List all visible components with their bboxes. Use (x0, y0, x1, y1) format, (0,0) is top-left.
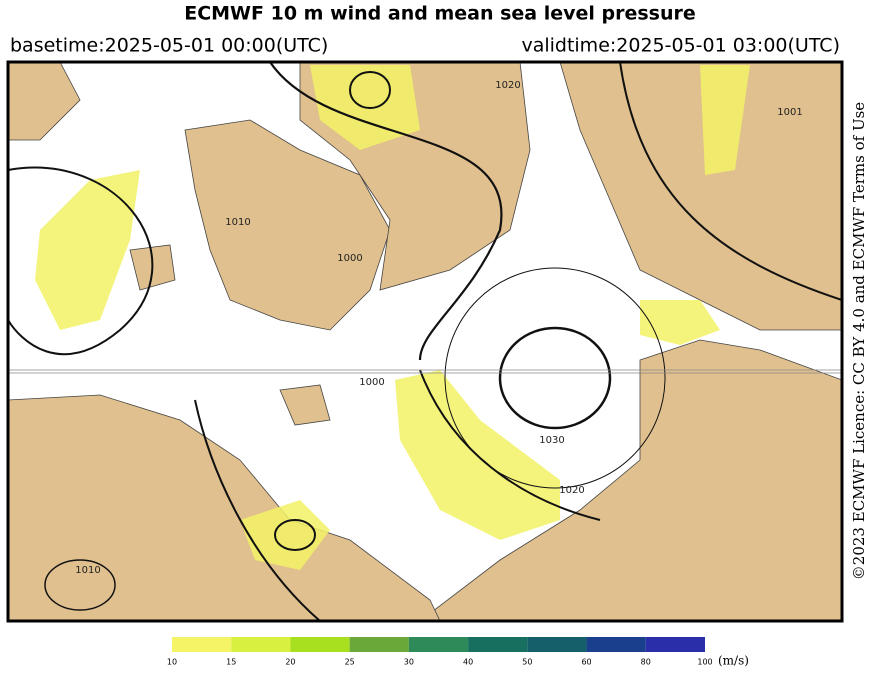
colorbar-unit: (m/s) (718, 654, 749, 668)
isobar-label: 1010 (225, 217, 250, 228)
colorbar-tick-label: 60 (581, 658, 591, 667)
validtime: validtime:2025-05-01 03:00(UTC) (521, 35, 840, 57)
isobar-label: 1001 (777, 107, 802, 118)
colorbar-segment (290, 637, 350, 652)
colorbar-tick-label: 100 (697, 658, 712, 667)
colorbar-segment (645, 637, 705, 652)
colorbar-tick-label: 80 (641, 658, 651, 667)
isobar-label: 1010 (75, 565, 100, 576)
colorbar-segment (172, 637, 232, 652)
basetime: basetime:2025-05-01 00:00(UTC) (10, 35, 328, 57)
colorbar-tick-label: 20 (285, 658, 295, 667)
colorbar-tick-label: 25 (345, 658, 355, 667)
graticule (8, 369, 842, 374)
wind-zones (35, 65, 750, 570)
colorbar-tick-label: 15 (226, 658, 236, 667)
isobar-label: 1030 (539, 435, 564, 446)
colorbar-tick-label: 50 (522, 658, 532, 667)
colorbar-segment (468, 637, 528, 652)
map: 1001 1010 1000 1020 1000 1030 1020 1010 (6, 60, 844, 623)
isobars (8, 62, 842, 621)
isobar-label: 1000 (337, 253, 362, 264)
colorbar-segment (586, 637, 646, 652)
title: ECMWF 10 m wind and mean sea level press… (184, 3, 696, 25)
colorbar: 10 15 20 25 30 40 50 60 80 100 (m/s) (167, 637, 749, 668)
isobar-label: 1020 (495, 80, 520, 91)
colorbar-tick-label: 30 (404, 658, 414, 667)
isobar-label: 1020 (559, 485, 584, 496)
colorbar-segment (527, 637, 587, 652)
colorbar-tick-label: 40 (463, 658, 473, 667)
isobar-label: 1000 (359, 377, 384, 388)
colorbar-segment (408, 637, 469, 652)
colorbar-segment (349, 637, 409, 652)
colorbar-tick-label: 10 (167, 658, 177, 667)
colorbar-segment (231, 637, 291, 652)
licence: ©2023 ECMWF Licence: CC BY 4.0 and ECMWF… (850, 102, 868, 581)
